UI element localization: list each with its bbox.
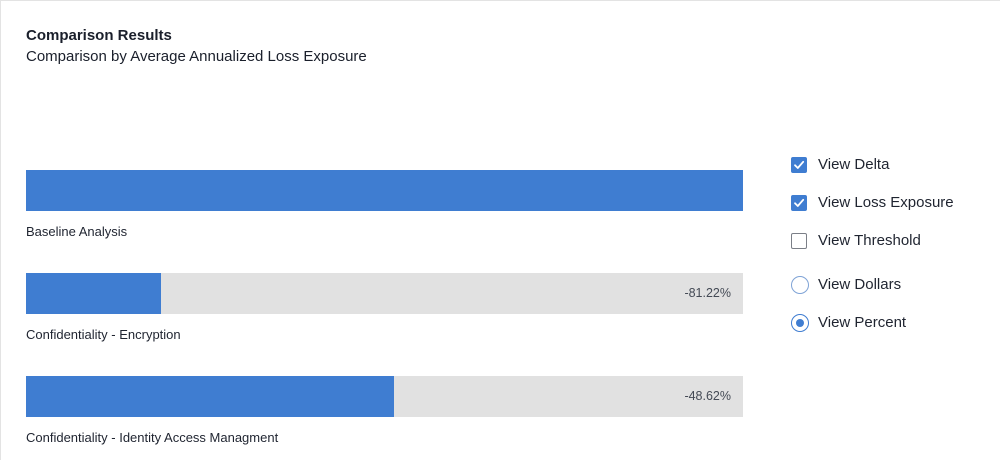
bar-track — [26, 170, 743, 211]
view-delta-label[interactable]: View Delta — [818, 156, 890, 173]
view-loss-exposure-label[interactable]: View Loss Exposure — [818, 194, 954, 211]
panel-title: Comparison Results — [26, 27, 172, 44]
bar-track: -81.22% — [26, 273, 743, 314]
radio-dot-icon — [795, 318, 804, 327]
checkbox-checked-icon[interactable] — [791, 157, 807, 173]
bar-value: -48.62% — [684, 389, 731, 403]
radio-selected-icon[interactable] — [791, 314, 809, 332]
bar-label: Confidentiality - Identity Access Managm… — [26, 430, 279, 445]
radio-unselected-icon[interactable] — [791, 276, 809, 294]
comparison-bar-baseline: Baseline Analysis — [26, 170, 743, 239]
bar-fill — [26, 376, 395, 417]
bar-value: -81.22% — [684, 286, 731, 300]
bar-fill — [26, 170, 743, 211]
view-dollars-label[interactable]: View Dollars — [818, 276, 902, 293]
bar-track: -48.62% — [26, 376, 743, 417]
view-percent-label[interactable]: View Percent — [818, 314, 907, 331]
comparison-bar-encryption: -81.22% Confidentiality - Encryption — [26, 273, 743, 342]
comparison-bar-identity-access: -48.62% Confidentiality - Identity Acces… — [26, 376, 743, 445]
panel-subtitle: Comparison by Average Annualized Loss Ex… — [26, 48, 367, 65]
bar-label: Confidentiality - Encryption — [26, 327, 181, 342]
bar-fill — [26, 273, 161, 314]
checkbox-unchecked-icon[interactable] — [791, 233, 807, 249]
checkbox-checked-icon[interactable] — [791, 195, 807, 211]
bar-label: Baseline Analysis — [26, 224, 128, 239]
view-threshold-label[interactable]: View Threshold — [818, 232, 921, 249]
